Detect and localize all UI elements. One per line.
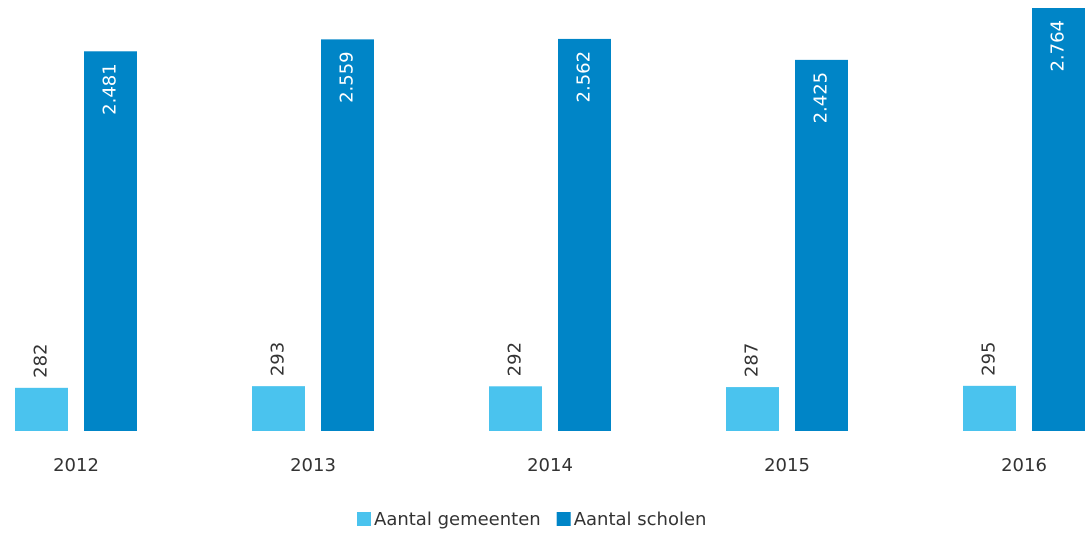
value-label: 2.764 xyxy=(1048,20,1069,72)
x-tick-label: 2014 xyxy=(527,455,573,476)
value-label: 2.481 xyxy=(100,63,121,115)
value-label: 293 xyxy=(268,342,289,376)
value-label: 295 xyxy=(979,341,1000,375)
bar xyxy=(1032,8,1085,431)
x-tick-label: 2015 xyxy=(764,455,810,476)
value-label: 2.559 xyxy=(337,51,358,103)
legend-label: Aantal gemeenten xyxy=(374,509,541,530)
x-tick-label: 2016 xyxy=(1001,455,1047,476)
value-label: 2.562 xyxy=(574,51,595,103)
legend-swatch xyxy=(556,512,571,526)
x-tick-label: 2013 xyxy=(290,455,336,476)
bar xyxy=(489,386,542,431)
value-label: 2.425 xyxy=(811,72,832,124)
bar xyxy=(252,386,305,431)
value-label: 282 xyxy=(31,343,52,377)
bar xyxy=(321,39,374,431)
legend-label: Aantal scholen xyxy=(574,509,707,530)
legend-swatch xyxy=(357,512,371,526)
bar xyxy=(726,387,779,431)
value-label: 287 xyxy=(742,343,763,377)
bar xyxy=(558,38,611,432)
bar xyxy=(795,59,848,431)
bar xyxy=(15,387,68,431)
bar xyxy=(84,51,137,431)
value-label: 292 xyxy=(505,342,526,376)
x-tick-label: 2012 xyxy=(53,455,99,476)
bar xyxy=(963,385,1016,431)
